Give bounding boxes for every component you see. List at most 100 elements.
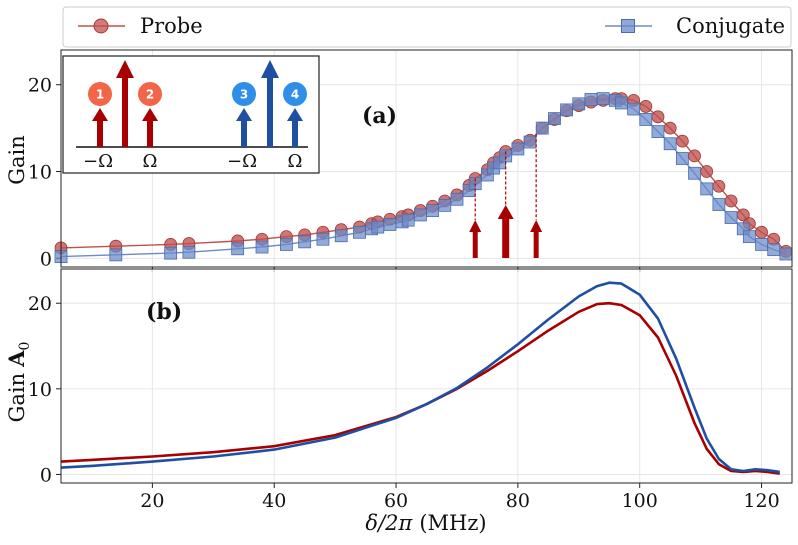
panel-a-frame xyxy=(60,49,793,268)
conjugate-point xyxy=(401,213,415,227)
conjugate-point xyxy=(511,142,525,156)
panel-b-series xyxy=(60,281,780,475)
conjugate-point xyxy=(651,125,665,138)
inset-circle-3-label: 3 xyxy=(240,88,248,102)
conjugate-point xyxy=(255,240,269,254)
legend-probe-marker xyxy=(93,18,109,34)
inset-circle-2 xyxy=(138,82,162,106)
conjugate-point xyxy=(231,242,245,256)
x-tick-label-60: 60 xyxy=(384,490,408,512)
panel-b-label: (b) xyxy=(146,299,182,325)
conjugate-point xyxy=(615,96,628,110)
probe-point xyxy=(700,165,714,178)
conjugate-point xyxy=(572,97,586,111)
y-tick-label-a-10: 10 xyxy=(28,162,52,184)
legend-conjugate-label: Conjugate xyxy=(676,14,785,38)
inset-blue-arrow-large xyxy=(261,60,279,147)
conjugate-point xyxy=(675,152,689,165)
inset-label-neg-omega-2: −Ω xyxy=(227,151,257,172)
probe-point xyxy=(675,134,689,148)
x-axis-label-unit: (MHz) xyxy=(419,511,486,535)
panel-a-ticks: 0 10 20 xyxy=(28,75,763,272)
conjugate-point xyxy=(316,232,330,246)
probe-point xyxy=(688,149,701,163)
conjugate-point xyxy=(438,198,452,212)
conjugate-point xyxy=(700,182,714,196)
inset-circle-4-label: 4 xyxy=(291,88,299,102)
conjugate-point xyxy=(383,218,397,231)
x-axis-label-symbol: δ/2π xyxy=(365,511,413,535)
x-tick-label-80: 80 xyxy=(506,490,530,512)
conjugate-point xyxy=(548,112,561,125)
pump-arrow-83 xyxy=(530,220,543,258)
panel-b-ylabel-symbol: A xyxy=(4,350,29,368)
y-tick-label-b-0: 0 xyxy=(40,464,52,486)
conjugate-point xyxy=(426,204,439,217)
panel-b-ylabel-subscript: 0 xyxy=(17,342,33,351)
conjugate-point xyxy=(182,245,196,259)
conjugate-point xyxy=(596,92,610,106)
panel-a-series xyxy=(54,92,793,263)
inset-circle-1 xyxy=(88,82,112,106)
y-tick-label-b-20: 20 xyxy=(28,293,52,315)
y-tick-label-b-10: 10 xyxy=(28,379,52,401)
panel-b-ylabel-text: Gain xyxy=(5,373,29,423)
legend: Probe Conjugate xyxy=(62,6,792,48)
pump-arrow-73 xyxy=(469,220,482,258)
pump-arrow-78 xyxy=(497,205,514,258)
panel-a-ylabel: Gain xyxy=(5,135,29,185)
conjugate-point xyxy=(779,247,793,261)
conjugate-point xyxy=(414,208,427,222)
panel-b-ticks: 20 40 60 80 100 120 0 10 20 xyxy=(28,293,780,512)
legend-conjugate-marker xyxy=(621,19,635,33)
panel-b-grid xyxy=(61,269,792,483)
inset-circle-2-label: 2 xyxy=(146,88,154,102)
x-tick-label-100: 100 xyxy=(622,490,658,512)
conjugate-point xyxy=(298,235,312,249)
conjugate-point xyxy=(279,238,293,251)
probe-point xyxy=(663,121,677,135)
curve-blue xyxy=(60,281,780,474)
inset-label-omega-2: Ω xyxy=(288,151,303,172)
inset-label-neg-omega-1: −Ω xyxy=(83,151,113,172)
conjugate-point xyxy=(164,246,178,260)
probe-point xyxy=(639,100,653,113)
probe-point xyxy=(712,179,726,193)
y-tick-label-a-0: 0 xyxy=(40,248,52,270)
inset-circle-4 xyxy=(283,82,307,106)
conjugate-point xyxy=(584,93,598,106)
conjugate-point xyxy=(639,113,653,126)
inset-diagram: 1 2 3 4 −Ω Ω −Ω Ω xyxy=(62,55,320,174)
conjugate-point xyxy=(523,135,537,149)
inset-red-arrow-small-1 xyxy=(92,108,108,147)
conjugate-point xyxy=(560,103,574,117)
probe-point xyxy=(755,225,768,239)
panel-a-label: (a) xyxy=(362,103,397,129)
conjugate-point xyxy=(767,243,781,257)
panel-a-arrows xyxy=(469,134,543,258)
conjugate-point xyxy=(627,102,641,116)
conjugate-point xyxy=(334,229,348,243)
x-axis-label: δ/2π (MHz) xyxy=(365,511,486,535)
x-tick-label-20: 20 xyxy=(140,490,164,512)
inset-blue-arrow-small-1 xyxy=(236,108,252,147)
inset-label-omega-1: Ω xyxy=(143,151,158,172)
conjugate-point xyxy=(371,220,385,234)
conjugate-point xyxy=(724,211,738,224)
inset-red-arrow-small-2 xyxy=(142,108,158,147)
inset-circle-1-label: 1 xyxy=(96,88,104,102)
legend-frame xyxy=(62,6,792,48)
panel-b-frame xyxy=(60,268,793,484)
inset-blue-arrow-small-2 xyxy=(287,108,303,147)
conjugate-point xyxy=(755,238,768,251)
conjugate-point xyxy=(663,137,677,151)
curve-red xyxy=(60,301,780,475)
conjugate-point xyxy=(109,248,123,262)
conjugate-point xyxy=(742,230,756,244)
probe-point xyxy=(651,110,665,124)
inset-circle-3 xyxy=(232,82,256,106)
conjugate-point xyxy=(688,166,701,180)
